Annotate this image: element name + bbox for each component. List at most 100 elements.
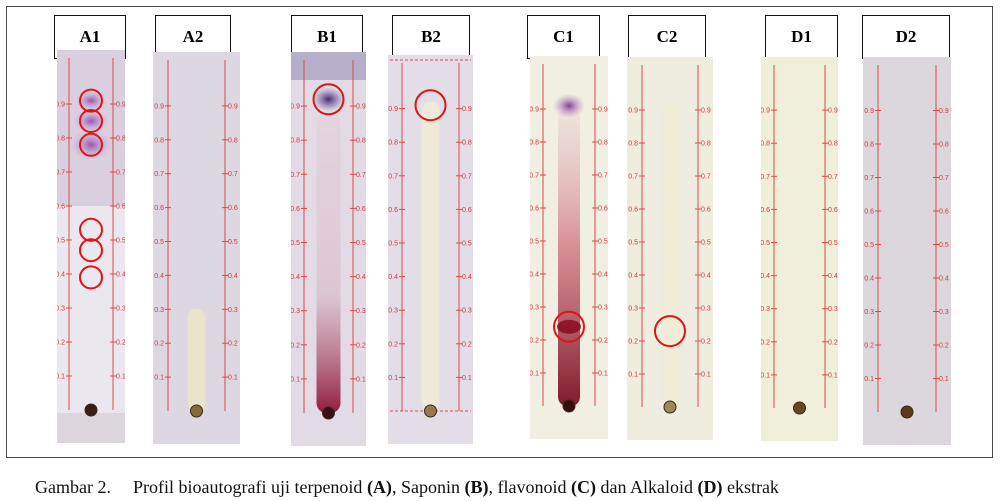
rf-tick-label-right: 0.9: [598, 107, 608, 114]
rf-tick-label-right: 0.5: [939, 242, 949, 249]
highlight-circle: [79, 238, 103, 263]
rf-tick-label-left: 0.3: [761, 306, 770, 313]
rf-tick-label-right: 0.3: [701, 306, 711, 313]
rf-tick-label-right: 0.1: [462, 375, 472, 382]
rf-tick-label-left: 0.6: [530, 206, 539, 213]
rf-tick-label-right: 0.2: [228, 341, 238, 348]
caption-text-3: , flavonoid: [488, 477, 571, 497]
rf-tick-label-left: 0.9: [628, 108, 638, 115]
rf-tick-label-left: 0.5: [628, 240, 638, 247]
rf-tick-label-left: 0.7: [57, 170, 65, 177]
rf-tick-label-left: 0.1: [154, 375, 164, 382]
rf-tick-label-right: 0.8: [356, 138, 366, 145]
rf-tick-label-left: 0.4: [57, 272, 65, 279]
rf-tick-label-left: 0.7: [864, 175, 874, 182]
rf-tick-label-left: 0.7: [628, 174, 638, 181]
rf-tick-label-left: 0.1: [864, 376, 874, 383]
rf-tick-label-right: 0.8: [116, 136, 125, 143]
tlc-strip-a2: 0.1 0.1 0.2 0.2 0.3 0.3 0.4 0.4 0.5 0.5 0.6 0.6 0.7 0…: [153, 52, 240, 444]
rf-tick-label-right: 0.7: [228, 171, 238, 178]
rf-tick-label-right: 0.3: [116, 306, 125, 313]
rf-tick-label-left: 0.3: [530, 305, 539, 312]
rf-tick-label-left: 0.8: [628, 141, 638, 148]
rf-tick-label-left: 0.3: [154, 307, 164, 314]
rf-tick-label-left: 0.9: [57, 102, 65, 109]
panel-label-c2: C2: [628, 15, 706, 59]
origin-spot: [190, 404, 203, 418]
highlight-circle: [312, 83, 345, 116]
rf-tick-label-right: 0.2: [701, 339, 711, 346]
rf-tick-label-right: 0.6: [828, 207, 838, 214]
rf-tick-label-left: 0.2: [530, 338, 539, 345]
rf-tick-label-right: 0.1: [939, 376, 949, 383]
rf-tick-label-right: 0.3: [828, 306, 838, 313]
rf-tick-label-right: 0.5: [701, 240, 711, 247]
rf-tick-label-left: 0.1: [628, 372, 638, 379]
tlc-strip-c1: 0.1 0.1 0.2 0.2 0.3 0.3 0.4 0.4 0.5 0.5 0.6 0.6 0.7 0…: [530, 56, 608, 439]
origin-spot: [900, 405, 914, 419]
rf-tick-label-right: 0.6: [939, 209, 949, 216]
tlc-strip-b2: 0.1 0.1 0.2 0.2 0.3 0.3 0.4 0.4 0.5 0.5 0.6 0.6 0.7 0…: [388, 55, 473, 444]
caption-prefix: Gambar 2.: [35, 477, 111, 497]
rf-tick-label-right: 0.3: [598, 305, 608, 312]
caption-text-2: , Saponin: [391, 477, 465, 497]
rf-tick-label-right: 0.8: [598, 140, 608, 147]
rf-tick-label-right: 0.4: [462, 274, 472, 281]
rf-tick-label-right: 0.4: [116, 272, 125, 279]
rf-tick-label-left: 0.1: [530, 371, 539, 378]
caption-text-1: Profil bioautografi uji terpenoid: [132, 477, 367, 497]
rf-tick-label-left: 0.1: [761, 372, 770, 379]
rf-tick-label-right: 0.8: [462, 140, 472, 147]
rf-tick-label-right: 0.1: [356, 376, 366, 383]
rf-tick-label-left: 0.7: [530, 173, 539, 180]
rf-tick-label-right: 0.5: [598, 239, 608, 246]
rf-tick-label-left: 0.8: [864, 142, 874, 149]
panel-label-d2: D2: [862, 15, 950, 59]
rf-tick-label-left: 0.9: [761, 108, 770, 115]
rf-tick-label-left: 0.4: [864, 276, 874, 283]
rf-tick-label-left: 0.3: [57, 306, 65, 313]
caption-bold-c: (C): [570, 477, 596, 497]
caption-bold-d: (D): [697, 477, 723, 497]
rf-tick-label-right: 0.7: [939, 175, 949, 182]
highlight-circle: [414, 89, 447, 122]
rf-tick-label-right: 0.4: [356, 274, 366, 281]
rf-tick-label-left: 0.6: [388, 207, 398, 214]
rf-tick-label-right: 0.9: [939, 108, 949, 115]
rf-tick-label-right: 0.9: [356, 104, 366, 111]
tlc-strip-b1: 0.1 0.1 0.2 0.2 0.3 0.3 0.4 0.4 0.5 0.5 0.6 0.6 0.7 0…: [291, 52, 366, 446]
rf-tick-label-left: 0.8: [154, 137, 164, 144]
rf-tick-label-left: 0.6: [154, 205, 164, 212]
rf-tick-label-left: 0.2: [864, 343, 874, 350]
rf-tick-label-right: 0.2: [828, 339, 838, 346]
figure-caption: Gambar 2. Profil bioautografi uji terpeno…: [35, 477, 779, 498]
panel-label-b2: B2: [392, 15, 470, 59]
rf-tick-label-right: 0.1: [701, 372, 711, 379]
rf-tick-label-left: 0.3: [291, 308, 300, 315]
rf-tick-label-left: 0.4: [761, 273, 770, 280]
rf-tick-label-left: 0.5: [761, 240, 770, 247]
rf-tick-label-left: 0.6: [628, 207, 638, 214]
rf-tick-label-right: 0.2: [598, 338, 608, 345]
rf-tick-label-left: 0.5: [864, 242, 874, 249]
rf-tick-label-right: 0.7: [701, 174, 711, 181]
rf-tick-label-right: 0.5: [116, 238, 125, 245]
rf-tick-label-left: 0.8: [57, 136, 65, 143]
rf-tick-label-right: 0.7: [598, 173, 608, 180]
rf-tick-label-left: 0.8: [761, 141, 770, 148]
rf-tick-label-right: 0.7: [356, 172, 366, 179]
rf-tick-label-right: 0.3: [356, 308, 366, 315]
rf-tick-label-right: 0.4: [939, 276, 949, 283]
rf-tick-label-left: 0.2: [761, 339, 770, 346]
rf-tick-label-left: 0.2: [154, 341, 164, 348]
rf-tick-label-left: 0.7: [388, 173, 398, 180]
rf-tick-label-right: 0.7: [828, 174, 838, 181]
rf-tick-label-left: 0.8: [291, 138, 300, 145]
caption-bold-a: (A): [366, 477, 392, 497]
rf-tick-label-right: 0.5: [228, 239, 238, 246]
rf-tick-label-left: 0.1: [291, 376, 300, 383]
origin-spot: [84, 403, 98, 417]
rf-tick-label-right: 0.6: [701, 207, 711, 214]
rf-tick-label-left: 0.2: [57, 340, 65, 347]
rf-tick-label-left: 0.8: [530, 140, 539, 147]
